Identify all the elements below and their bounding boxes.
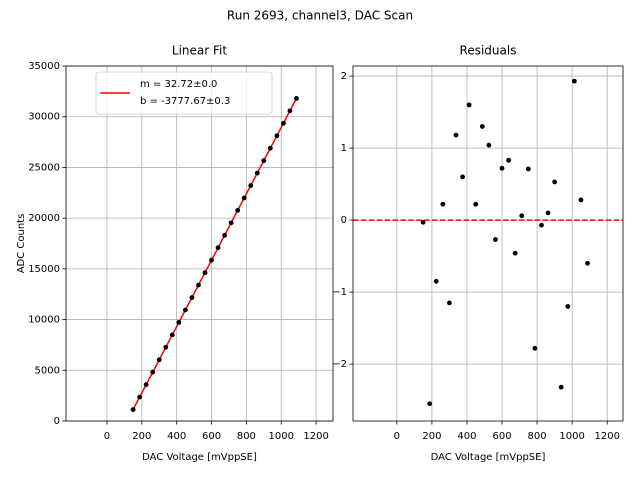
data-point [440, 201, 446, 207]
figure-title: Run 2693, channel3, DAC Scan [227, 9, 413, 23]
data-point [499, 165, 505, 171]
plot-frame [65, 65, 334, 422]
data-point [182, 307, 188, 313]
data-point [274, 133, 280, 139]
data-point [248, 183, 254, 188]
y-tick-label: 10000 [28, 315, 60, 326]
data-point [294, 96, 299, 101]
data-point [287, 108, 293, 114]
x-tick-label: 400 [457, 431, 476, 442]
data-point [506, 157, 512, 163]
data-point [427, 401, 433, 407]
y-tick-label: 20000 [28, 213, 60, 224]
y-tick-label: 30000 [28, 112, 60, 123]
data-point [130, 407, 136, 412]
data-point [558, 384, 564, 390]
data-point [578, 197, 584, 203]
data-point [215, 245, 221, 251]
x-axis-label: DAC Voltage [mVppSE] [142, 452, 257, 463]
data-point [202, 270, 208, 276]
x-tick-label: 200 [132, 431, 151, 442]
data-point [281, 120, 286, 126]
data-point [545, 210, 551, 216]
y-tick-label: −1 [332, 287, 347, 298]
data-point [176, 320, 182, 325]
data-point [163, 344, 169, 350]
plot-frame [352, 65, 624, 422]
x-tick-label: 1200 [594, 431, 619, 442]
data-point [453, 132, 459, 138]
x-tick-label: 800 [528, 431, 547, 442]
chart-title: Residuals [460, 44, 517, 58]
data-point [525, 166, 531, 172]
data-point [235, 208, 241, 213]
data-point [420, 219, 426, 225]
data-point [169, 332, 175, 338]
data-point [143, 382, 149, 388]
data-point [156, 357, 162, 363]
y-tick-label: −2 [332, 359, 347, 370]
data-point [189, 295, 195, 300]
y-axis-label: ADC Counts [16, 214, 27, 274]
data-point [532, 345, 538, 351]
x-tick-label: 1000 [559, 431, 584, 442]
data-point [254, 170, 260, 176]
data-point [150, 369, 156, 375]
data-point [137, 394, 143, 400]
data-point [241, 195, 247, 201]
data-point [460, 174, 465, 180]
x-tick-label: 400 [167, 431, 186, 442]
data-point [447, 300, 452, 306]
y-tick-label: 25000 [28, 162, 60, 173]
x-tick-label: 800 [237, 431, 256, 442]
legend-label: m = 32.72±0.0 b = -3777.67±0.3 [140, 79, 231, 107]
data-point [473, 201, 479, 207]
data-point [209, 257, 214, 263]
y-tick-label: 5000 [35, 365, 60, 376]
data-point [539, 222, 544, 228]
x-tick-label: 1200 [303, 431, 328, 442]
legend-box [95, 71, 273, 115]
data-point [493, 237, 498, 242]
data-point [261, 158, 267, 164]
data-point [512, 250, 518, 256]
data-point [565, 304, 571, 309]
x-tick-label: 600 [202, 431, 221, 442]
y-tick-label: 15000 [28, 264, 60, 275]
data-point [433, 278, 439, 284]
y-tick-label: 2 [341, 71, 347, 82]
data-point [571, 78, 577, 84]
data-point [486, 142, 492, 148]
y-tick-label: 1 [341, 143, 347, 154]
data-point [552, 179, 558, 185]
data-point [267, 145, 273, 151]
y-tick-label: 0 [341, 215, 347, 226]
x-tick-label: 200 [422, 431, 441, 442]
data-point [196, 282, 201, 288]
data-point [228, 220, 234, 226]
data-point [585, 260, 590, 266]
data-point [479, 124, 485, 129]
data-point [519, 213, 525, 219]
data-point [466, 102, 472, 108]
chart-title: Linear Fit [172, 44, 227, 58]
x-axis-label: DAC Voltage [mVppSE] [431, 452, 546, 463]
y-tick-label: 35000 [28, 61, 60, 72]
x-tick-label: 0 [394, 431, 400, 442]
x-tick-label: 1000 [269, 431, 294, 442]
fit-line [132, 98, 298, 410]
data-point [222, 232, 227, 238]
x-tick-label: 0 [104, 431, 110, 442]
y-tick-label: 0 [54, 416, 60, 427]
x-tick-label: 600 [492, 431, 511, 442]
